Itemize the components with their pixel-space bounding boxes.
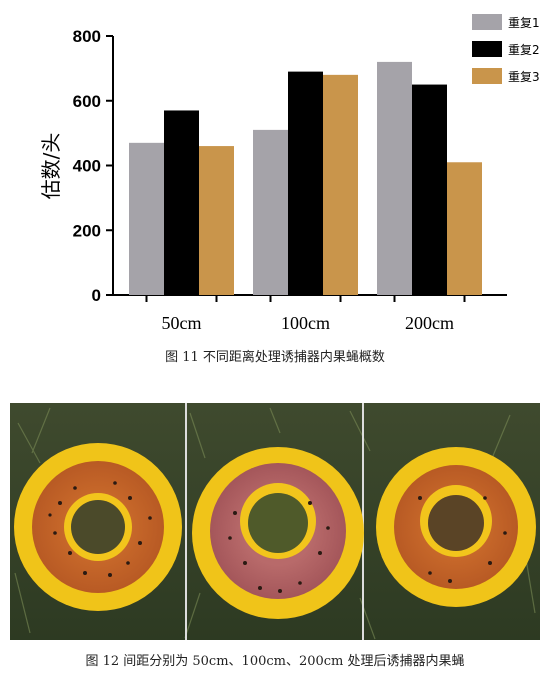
bar [412,84,447,295]
x-tick-label: 100cm [281,313,330,333]
grass-blades [14,407,536,640]
legend-swatch [472,14,502,30]
x-tick-label: 200cm [405,313,454,333]
bar-chart: 0 200 400 600 800 估数/头 50cm 100cm 200cm 重复1 重复2 重复3 [39,14,540,333]
legend-swatch [472,68,502,84]
figure-12-caption: 图 12 间距分别为 50cm、100cm、200cm 处理后诱捕器内果蝇 [85,654,465,669]
trap-200cm [376,447,536,607]
legend-swatch [472,41,502,57]
bar [129,142,164,295]
bar [447,162,482,295]
legend-label: 重复3 [508,70,540,84]
x-tick-label: 50cm [162,313,202,333]
bar [377,61,412,296]
y-tick-label: 0 [92,286,101,305]
bar [253,129,288,295]
bar [199,146,234,295]
legend-label: 重复1 [508,16,540,30]
bar [164,110,199,296]
y-tick-label: 200 [73,221,101,240]
y-tick-label: 800 [73,27,101,46]
trap-50cm [14,443,182,611]
figure-11-caption: 图 11 不同距离处理诱捕器内果蝇概数 [165,350,385,365]
bar [288,71,323,295]
trap-100cm [192,447,364,619]
y-axis-label: 估数/头 [39,133,63,200]
bar [323,74,358,295]
legend-label: 重复2 [508,43,540,57]
y-tick-label: 400 [73,157,101,176]
trap-photo [10,403,540,640]
y-tick-label: 600 [73,92,101,111]
